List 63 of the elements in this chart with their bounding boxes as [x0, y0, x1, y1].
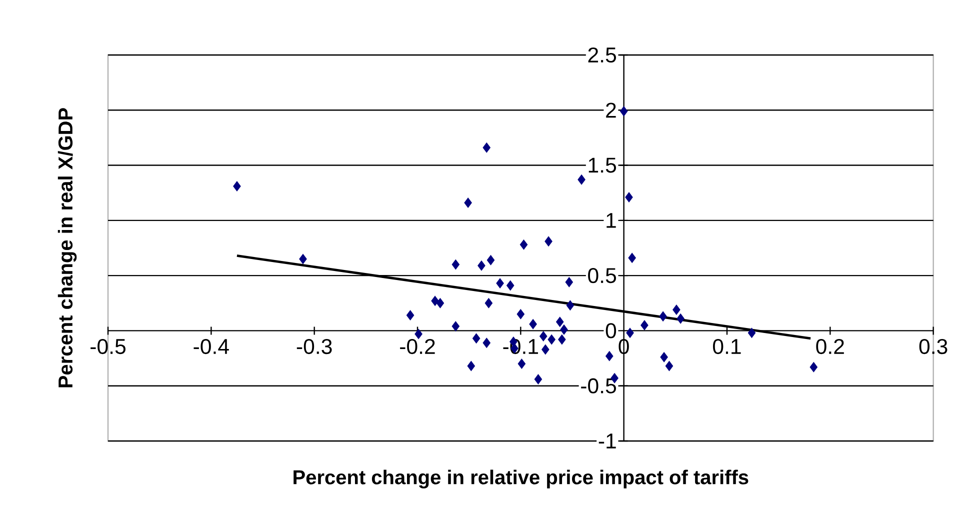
- point: [486, 255, 495, 266]
- point: [472, 333, 480, 344]
- x-tick-label: 0.3: [919, 338, 948, 354]
- point: [625, 192, 633, 202]
- point: [534, 374, 542, 384]
- y-tick-label: 1: [606, 213, 616, 228]
- point: [506, 280, 514, 291]
- y-tick-label: -1: [598, 434, 616, 448]
- y-tick-label: 0: [606, 323, 616, 338]
- point: [520, 240, 528, 250]
- point: [558, 334, 566, 345]
- point: [606, 350, 614, 362]
- point: [672, 304, 680, 315]
- point: [467, 360, 476, 372]
- x-axis-title: Percent change in relative price impact of tariffs: [294, 470, 748, 488]
- point: [544, 236, 552, 246]
- point: [539, 331, 548, 342]
- point: [414, 328, 422, 340]
- point: [431, 296, 439, 306]
- y-tick-label: 0.5: [588, 268, 616, 284]
- point: [810, 362, 818, 372]
- point: [578, 174, 586, 185]
- point: [233, 181, 241, 192]
- y-tick-label: -0.5: [581, 378, 616, 394]
- point: [299, 254, 307, 264]
- point: [748, 328, 756, 338]
- point: [566, 300, 574, 310]
- point: [452, 321, 460, 332]
- point: [542, 344, 550, 355]
- x-tick-label: -0.5: [90, 338, 126, 354]
- x-tick-label: 0.1: [713, 338, 741, 354]
- y-tick-label: 2: [606, 102, 616, 118]
- point: [484, 298, 493, 308]
- point: [565, 277, 574, 288]
- point: [464, 198, 472, 208]
- point: [620, 106, 628, 116]
- x-tick-label: -0.3: [296, 338, 332, 354]
- point: [482, 142, 490, 153]
- point: [560, 324, 568, 335]
- point: [548, 334, 556, 345]
- point: [529, 319, 537, 330]
- point: [665, 360, 674, 372]
- point: [640, 320, 648, 330]
- point: [659, 311, 667, 322]
- y-tick-label: 2.5: [588, 47, 616, 63]
- x-tick-label: -0.4: [194, 338, 229, 354]
- point: [626, 328, 634, 338]
- point: [452, 259, 460, 270]
- point: [628, 252, 636, 263]
- x-tick-label: 0.2: [816, 338, 844, 354]
- point: [660, 352, 668, 362]
- point: [518, 358, 526, 369]
- point: [556, 316, 564, 327]
- point: [406, 310, 414, 320]
- y-tick-label: 1.5: [588, 158, 616, 173]
- y-axis-title: Percent change in real X/GDP: [58, 108, 77, 388]
- point: [436, 298, 444, 308]
- point: [676, 314, 684, 324]
- point: [516, 309, 525, 320]
- x-tick-label: -0.2: [400, 338, 435, 354]
- point: [478, 260, 486, 271]
- point: [482, 338, 490, 348]
- point: [496, 278, 504, 288]
